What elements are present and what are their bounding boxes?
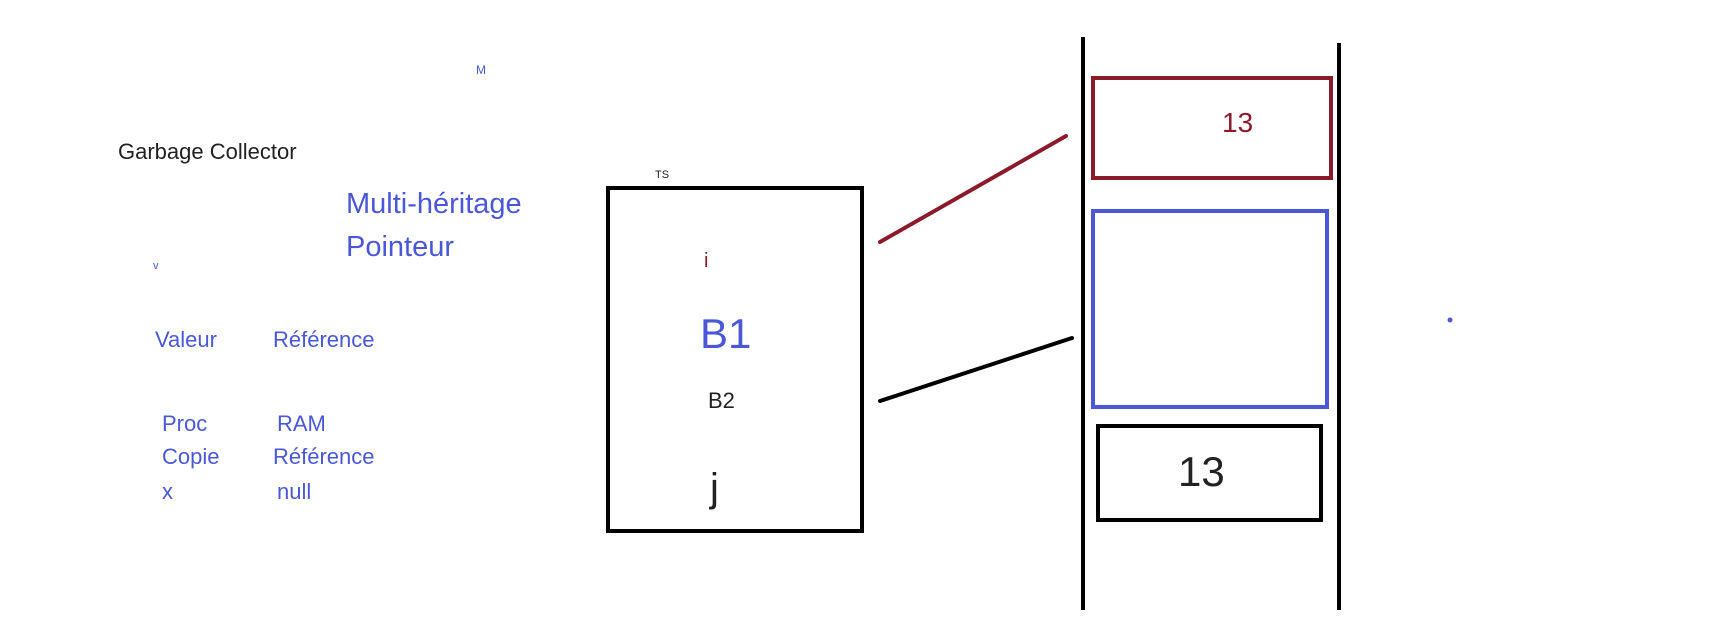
stray-dot bbox=[1447, 317, 1453, 323]
label-pointeur: Pointeur bbox=[346, 231, 455, 263]
label-copie: Copie bbox=[162, 444, 220, 469]
memory-cell-bottom bbox=[1096, 424, 1323, 522]
memory-cell-bottom-value: 13 bbox=[1178, 448, 1225, 495]
label-ram: RAM bbox=[277, 411, 326, 436]
stack-frame-box bbox=[606, 186, 864, 533]
label-reference-2: Référence bbox=[273, 444, 375, 469]
stack-item-b2: B2 bbox=[708, 388, 735, 413]
connector-black bbox=[878, 336, 1074, 403]
memory-cell-top bbox=[1091, 76, 1333, 180]
memory-cell-middle bbox=[1091, 209, 1329, 409]
label-x: x bbox=[162, 479, 173, 504]
label-m: M bbox=[476, 63, 486, 77]
label-multi-heritage: Multi-héritage bbox=[346, 188, 522, 220]
label-null: null bbox=[277, 479, 312, 504]
memory-cell-top-value: 13 bbox=[1222, 107, 1254, 138]
stack-item-j: j bbox=[710, 466, 719, 510]
stack-item-i: i bbox=[704, 250, 709, 272]
label-reference: Référence bbox=[273, 327, 375, 352]
label-v: v bbox=[153, 260, 159, 272]
stack-item-b1: B1 bbox=[700, 310, 752, 357]
stack-frame-label: TS bbox=[655, 169, 670, 181]
label-garbage-collector: Garbage Collector bbox=[118, 139, 297, 164]
connector-red bbox=[878, 134, 1068, 244]
label-valeur: Valeur bbox=[155, 327, 217, 352]
label-proc: Proc bbox=[162, 411, 208, 436]
